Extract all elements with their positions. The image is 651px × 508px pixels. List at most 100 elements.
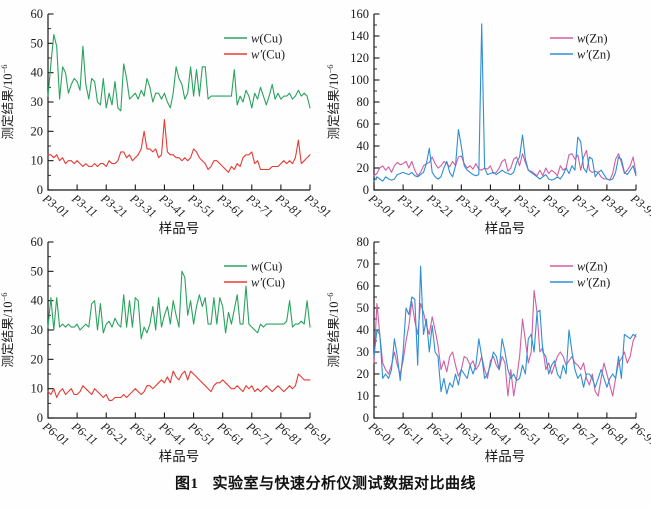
y-tick-label: 80	[357, 95, 370, 109]
line-chart-zn-p3: 0 20 40 60 80 100 120 140 160 P3-01P3-11P3-21P3-3…	[325, 7, 651, 236]
x-tick-label: P3-51	[185, 191, 218, 221]
x-axis-title: 样品号	[485, 449, 526, 464]
x-tick-label: P6-61	[214, 419, 247, 449]
y-tick-label: 10	[31, 154, 44, 168]
x-tick-label: P6-91	[627, 419, 651, 449]
x-tick-label: P6-21	[98, 419, 131, 449]
x-tick-label: P3-81	[272, 191, 305, 221]
y-tick-label: 40	[357, 139, 370, 153]
x-tick-label: P3-31	[453, 191, 486, 221]
x-tick-label: P3-31	[127, 191, 160, 221]
x-tick-label: P3-11	[68, 191, 100, 220]
x-tick-label: P6-51	[185, 419, 218, 449]
y-tick-label: 20	[357, 367, 370, 381]
x-tick-label: P3-51	[511, 191, 544, 221]
series-line-w′(Zn)	[373, 265, 637, 395]
y-tick-label: 50	[357, 301, 370, 315]
x-tick-label: P6-41	[482, 419, 515, 449]
x-tick-label: P3-41	[482, 191, 515, 221]
series-line-w′(Cu)	[47, 119, 311, 173]
series-line-w(Cu)	[47, 270, 311, 340]
chart-zn-p3: 0 20 40 60 80 100 120 140 160 P3-01 P3-11 P3-21 P3-3…	[325, 0, 651, 238]
legend-label: w(Zn)	[577, 32, 608, 46]
series-line-w′(Cu)	[47, 370, 311, 401]
x-tick-label: P3-81	[598, 191, 631, 221]
y-tick-label: 60	[31, 235, 44, 249]
x-tick-label: P3-71	[569, 191, 602, 221]
y-axis-title: 测定结果/10−6	[0, 292, 15, 367]
y-tick-label: 0	[37, 411, 43, 425]
y-tick-label: 70	[357, 257, 370, 271]
legend-label: w(Zn)	[577, 260, 608, 274]
x-tick-label: P6-61	[540, 419, 573, 449]
x-tick-label: P3-21	[424, 191, 457, 221]
y-tick-label: 80	[357, 235, 370, 249]
y-tick-label: 160	[350, 7, 369, 21]
y-tick-label: 30	[31, 323, 44, 337]
chart-cu-p6: 0 10 20 30 40 50 60 P6-01 P6-11 P6-21 P6-31 P6-41 P6…	[0, 228, 334, 466]
legend-label: w′(Cu)	[251, 48, 285, 62]
series-line-w(Cu)	[47, 33, 311, 112]
x-tick-label: P3-41	[156, 191, 189, 221]
line-chart-cu-p6: 0102030405060P6-01P6-11P6-21P6-31P6-41P6…	[0, 235, 334, 464]
line-chart-cu-p3: 0102030405060P3-01P3-11P3-21P3-31P3-41P3…	[0, 7, 334, 236]
x-tick-label: P6-21	[424, 419, 457, 449]
y-tick-label: 0	[37, 183, 43, 197]
legend-label: w(Cu)	[251, 260, 282, 274]
y-tick-label: 120	[350, 51, 369, 65]
figure-caption: 图1 实验室与快速分析仪测试数据对比曲线	[0, 472, 651, 493]
y-axis-title: 测定结果/10−6	[325, 292, 341, 367]
legend-label: w(Cu)	[251, 32, 282, 46]
x-tick-label: P6-71	[569, 419, 602, 449]
x-axis-title: 样品号	[485, 221, 526, 236]
y-tick-label: 100	[350, 73, 369, 87]
y-tick-label: 10	[357, 389, 370, 403]
y-axis-title: 测定结果/10−6	[0, 64, 15, 139]
y-tick-label: 10	[31, 382, 44, 396]
y-tick-label: 30	[357, 345, 370, 359]
y-axis-title: 测定结果/10−6	[325, 64, 341, 139]
series-line-w′(Zn)	[373, 23, 637, 182]
y-tick-label: 60	[357, 117, 370, 131]
x-tick-label: P6-51	[511, 419, 544, 449]
legend-label: w′(Zn)	[577, 276, 610, 290]
y-tick-label: 60	[31, 7, 44, 21]
x-tick-label: P3-01	[39, 191, 72, 221]
x-tick-label: P6-41	[156, 419, 189, 449]
x-tick-label: P6-71	[243, 419, 276, 449]
x-tick-label: P3-91	[627, 191, 651, 221]
y-tick-label: 40	[31, 294, 44, 308]
y-tick-label: 20	[357, 161, 370, 175]
y-tick-label: 140	[350, 29, 369, 43]
y-tick-label: 0	[363, 183, 369, 197]
x-tick-label: P6-81	[272, 419, 305, 449]
x-tick-label: P6-81	[598, 419, 631, 449]
x-axis-title: 样品号	[159, 449, 200, 464]
legend-label: w′(Zn)	[577, 48, 610, 62]
line-chart-zn-p6: 01020304050607080P6-01P6-11P6-21P6-31P6-…	[325, 235, 651, 464]
y-tick-label: 20	[31, 352, 44, 366]
y-tick-label: 30	[31, 95, 44, 109]
x-tick-label: P3-11	[394, 191, 426, 220]
series-line-w(Zn)	[373, 149, 637, 181]
series-line-w(Zn)	[373, 289, 637, 397]
x-tick-label: P3-21	[98, 191, 131, 221]
x-tick-label: P6-11	[68, 419, 100, 448]
chart-zn-p6: 0 10 20 30 40 50 60 70 80 P6-01 P6-11 P6-21 P6-31 P6-…	[325, 228, 651, 466]
x-tick-label: P3-01	[365, 191, 398, 221]
y-tick-label: 50	[31, 264, 44, 278]
x-tick-label: P3-71	[243, 191, 276, 221]
x-tick-label: P3-61	[214, 191, 247, 221]
x-axis-title: 样品号	[159, 221, 200, 236]
x-tick-label: P6-31	[127, 419, 160, 449]
y-tick-label: 50	[31, 36, 44, 50]
x-tick-label: P6-01	[365, 419, 398, 449]
caption-text: 实验室与快速分析仪测试数据对比曲线	[212, 476, 477, 492]
legend-label: w′(Cu)	[251, 276, 285, 290]
y-tick-label: 40	[31, 66, 44, 80]
caption-label: 图1	[174, 476, 199, 492]
y-tick-label: 60	[357, 279, 370, 293]
y-tick-label: 0	[363, 411, 369, 425]
chart-cu-p3: 0 10 20 30 40 50 60 P3-01 P3-11 P3-21 P3-31 P3-41 P3…	[0, 0, 334, 238]
